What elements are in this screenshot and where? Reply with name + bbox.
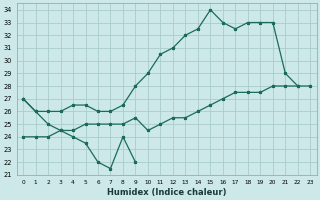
X-axis label: Humidex (Indice chaleur): Humidex (Indice chaleur) bbox=[107, 188, 227, 197]
